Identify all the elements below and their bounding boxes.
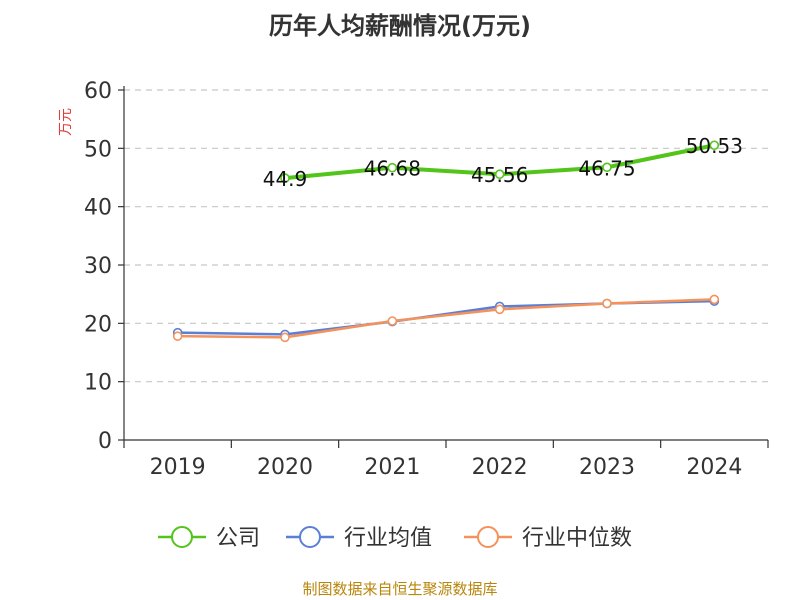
y-tick-label: 20 — [84, 312, 112, 337]
legend-label: 行业均值 — [344, 526, 432, 551]
x-tick-label: 2019 — [150, 455, 206, 480]
x-tick-label: 2020 — [257, 455, 313, 480]
legend-item[interactable]: 行业均值 — [286, 526, 432, 551]
gridlines — [124, 89, 768, 383]
data-label: 45.56 — [471, 163, 528, 187]
y-tick-label: 60 — [84, 79, 112, 104]
legend-item[interactable]: 公司 — [158, 526, 260, 551]
data-point[interactable] — [602, 162, 612, 173]
series-0: 44.9 46.68 45.56 46.75 50.53 — [263, 134, 743, 191]
source-note: 制图数据来自恒生聚源数据库 — [302, 580, 497, 598]
legend[interactable]: 公司 行业均值 行业中位数 — [158, 526, 632, 551]
y-tick-label: 40 — [84, 196, 112, 221]
series-layer: 44.9 46.68 45.56 46.75 50.53 — [172, 134, 743, 343]
data-point[interactable] — [494, 304, 505, 315]
data-point[interactable] — [387, 162, 398, 173]
legend-marker — [171, 526, 193, 548]
axes: 0 10 20 30 40 50 60 2019 2020 2021 2022 2023 2024 — [84, 79, 769, 480]
y-axis-label: 万元 — [58, 108, 74, 136]
data-point[interactable] — [280, 332, 290, 343]
y-tick-label: 10 — [84, 371, 112, 396]
x-tick-label: 2024 — [686, 455, 742, 480]
x-tick-label: 2023 — [579, 455, 635, 480]
series-line — [176, 298, 716, 339]
data-point[interactable] — [387, 316, 398, 326]
x-tick-label: 2022 — [472, 455, 528, 480]
y-tick-label: 50 — [84, 137, 112, 162]
legend-item[interactable]: 行业中位数 — [464, 526, 632, 551]
data-point[interactable] — [172, 331, 183, 341]
legend-label: 行业中位数 — [522, 526, 632, 551]
y-tick-label: 0 — [98, 429, 112, 454]
y-tick-label: 30 — [84, 254, 112, 279]
data-point[interactable] — [280, 173, 290, 183]
data-point[interactable] — [709, 294, 720, 305]
data-point[interactable] — [709, 140, 720, 151]
series-2 — [172, 294, 720, 343]
x-tick-label: 2021 — [364, 455, 420, 480]
data-label: 50.53 — [686, 134, 743, 158]
chart-title: 历年人均薪酬情况(万元) — [269, 12, 531, 40]
legend-marker — [477, 526, 499, 548]
data-label: 44.9 — [263, 167, 308, 191]
data-point[interactable] — [494, 169, 505, 180]
data-label: 46.68 — [364, 157, 421, 181]
data-point[interactable] — [602, 298, 612, 309]
data-label: 46.75 — [578, 156, 635, 180]
legend-label: 公司 — [216, 526, 260, 551]
legend-marker — [299, 526, 321, 548]
series-line — [176, 299, 716, 336]
